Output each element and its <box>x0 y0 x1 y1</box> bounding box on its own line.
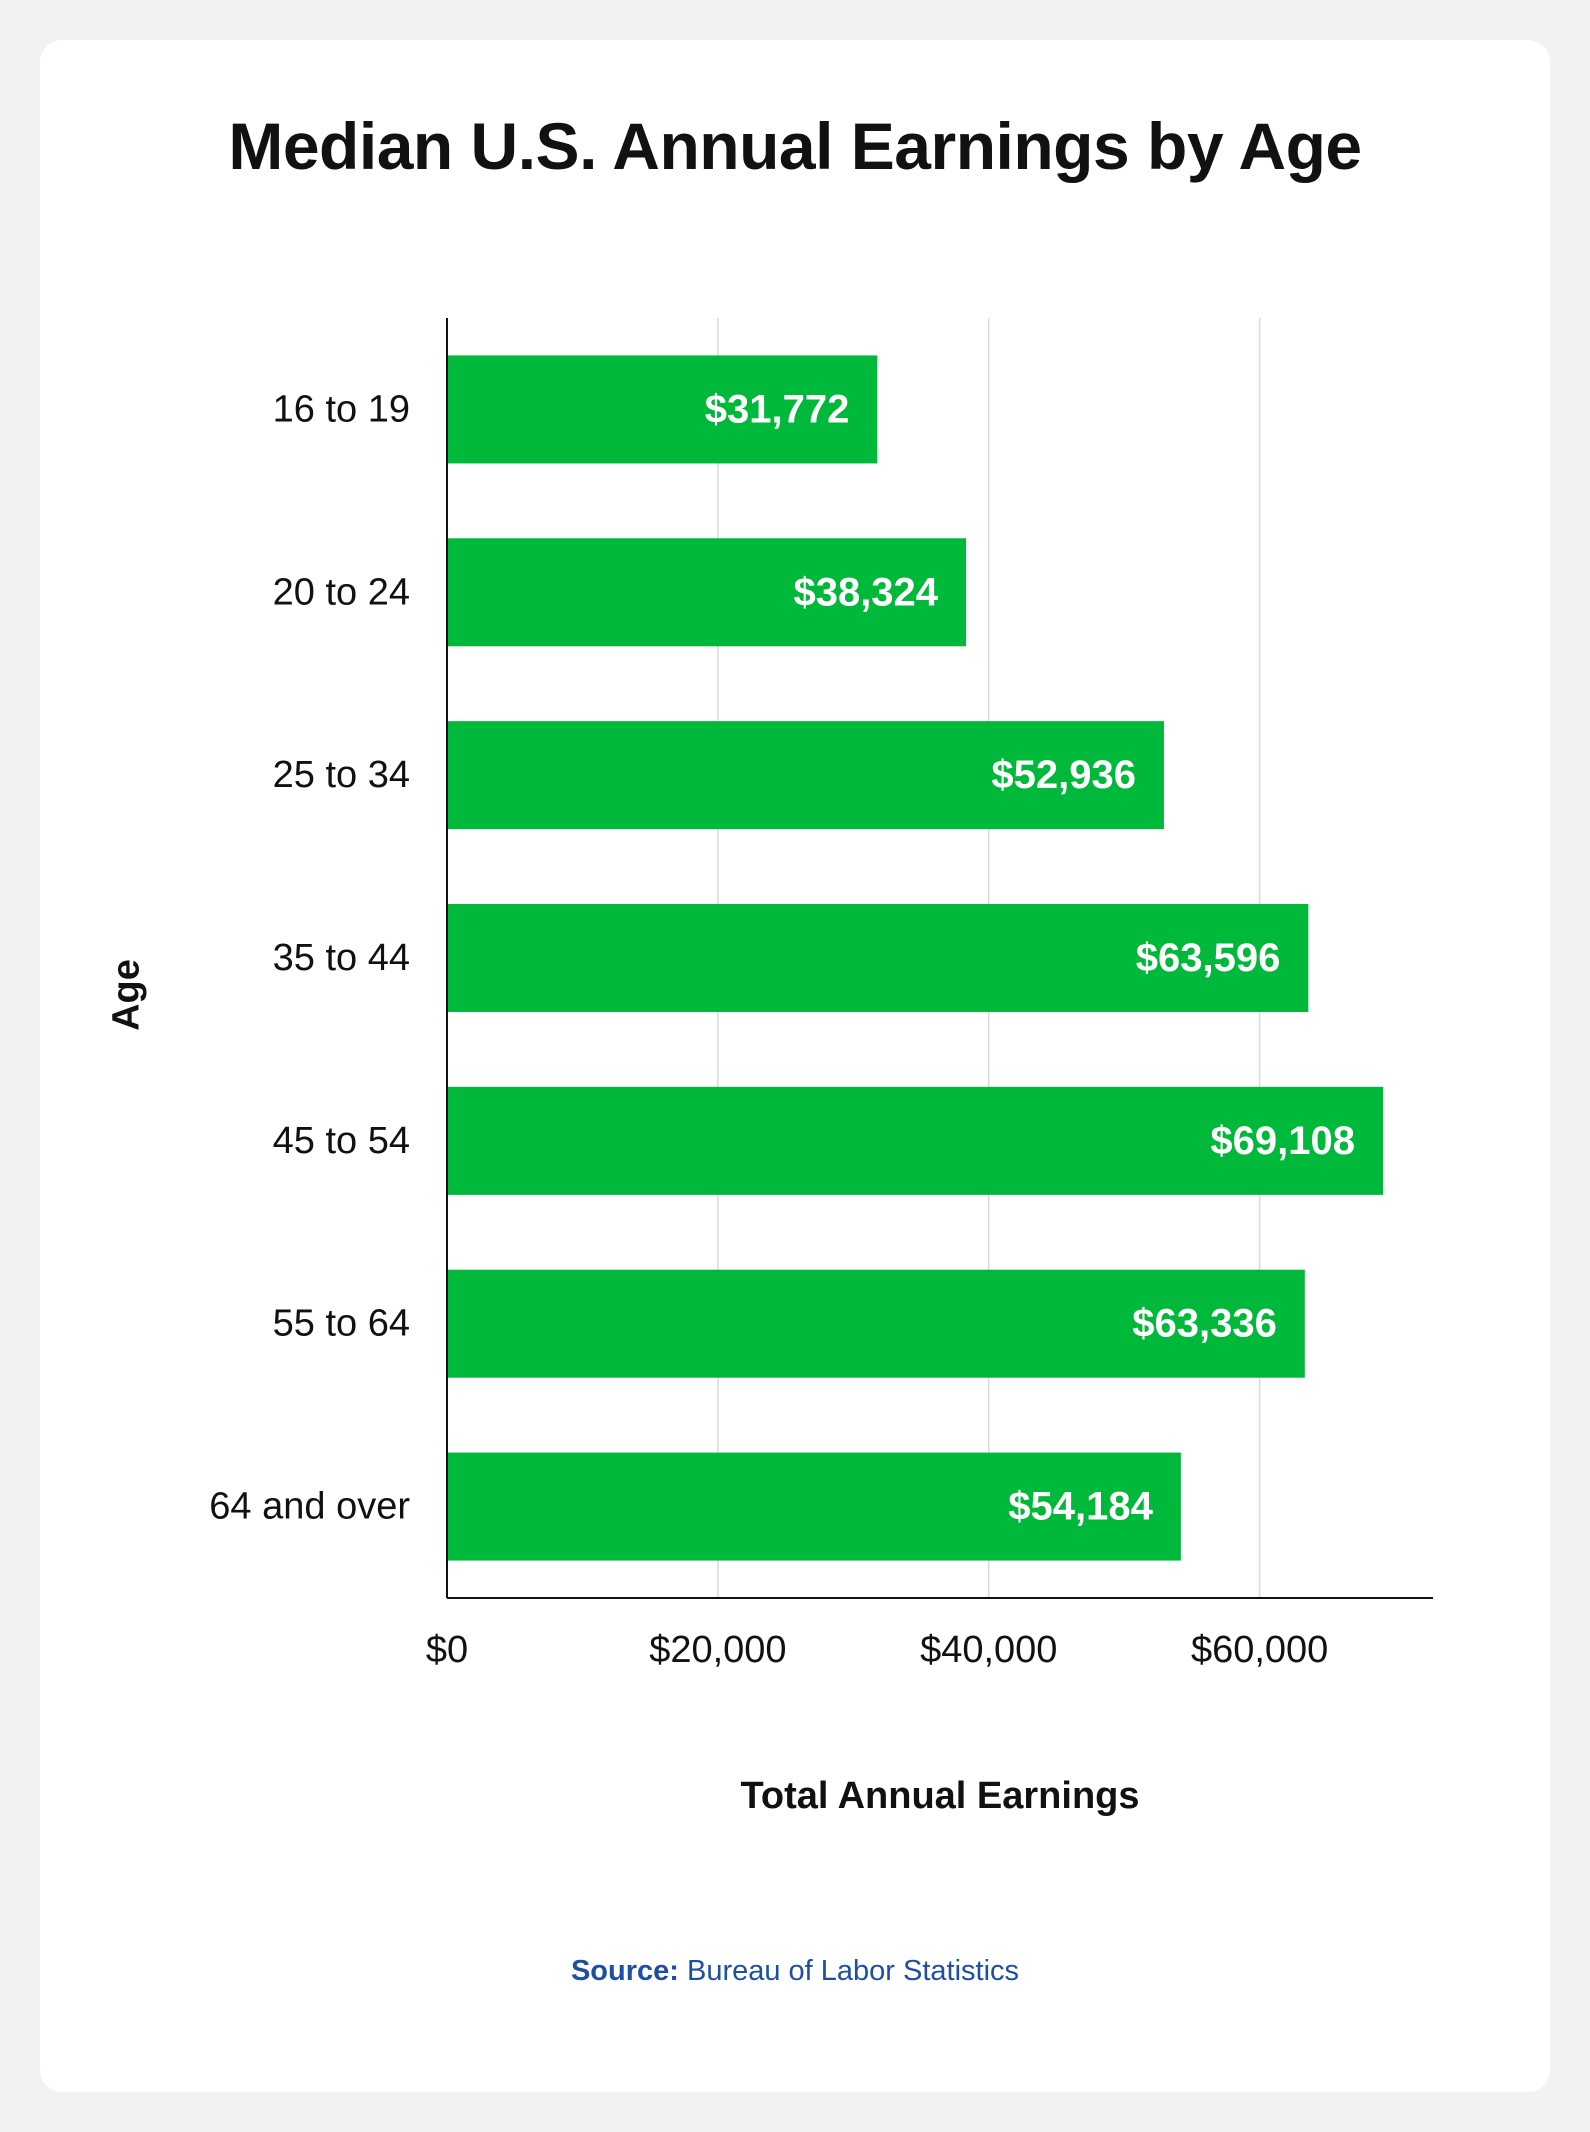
bar-value-label: $63,336 <box>1132 1302 1277 1346</box>
bar-value-label: $63,596 <box>1136 936 1281 980</box>
bar-value-label: $38,324 <box>793 570 938 614</box>
source-text: Bureau of Labor Statistics <box>686 1955 1020 1987</box>
bar-value-label: $31,772 <box>705 387 850 431</box>
y-tick-label: 25 to 34 <box>273 754 410 796</box>
x-tick-label: $60,000 <box>1191 1629 1328 1671</box>
bar <box>447 904 1309 1012</box>
y-tick-label: 45 to 54 <box>273 1120 410 1162</box>
x-tick-label: $40,000 <box>920 1629 1057 1671</box>
bar <box>447 1269 1305 1378</box>
y-axis-title: Age <box>105 959 148 1031</box>
y-tick-label: 64 and over <box>209 1486 410 1528</box>
x-tick-label: $20,000 <box>649 1629 786 1671</box>
y-tick-label: 20 to 24 <box>273 571 410 613</box>
x-axis-title: Total Annual Earnings <box>740 1775 1140 1817</box>
bar <box>447 1086 1383 1195</box>
y-tick-label: 35 to 44 <box>273 937 410 979</box>
source-label: Source: <box>570 1955 679 1987</box>
y-tick-label: 16 to 19 <box>273 388 410 430</box>
x-tick-label: $0 <box>426 1629 468 1671</box>
bar <box>447 538 967 647</box>
bar <box>447 355 878 464</box>
bar <box>447 721 1164 830</box>
y-tick-label: 55 to 64 <box>273 1303 410 1345</box>
bar <box>447 1452 1181 1561</box>
source-note: Source: Bureau of Labor Statistics <box>0 1955 1590 1988</box>
chart-title: Median U.S. Annual Earnings by Age <box>228 109 1362 183</box>
bar-value-label: $54,184 <box>1008 1485 1153 1529</box>
bar-value-label: $69,108 <box>1210 1119 1355 1163</box>
bar-value-label: $52,936 <box>991 753 1136 797</box>
